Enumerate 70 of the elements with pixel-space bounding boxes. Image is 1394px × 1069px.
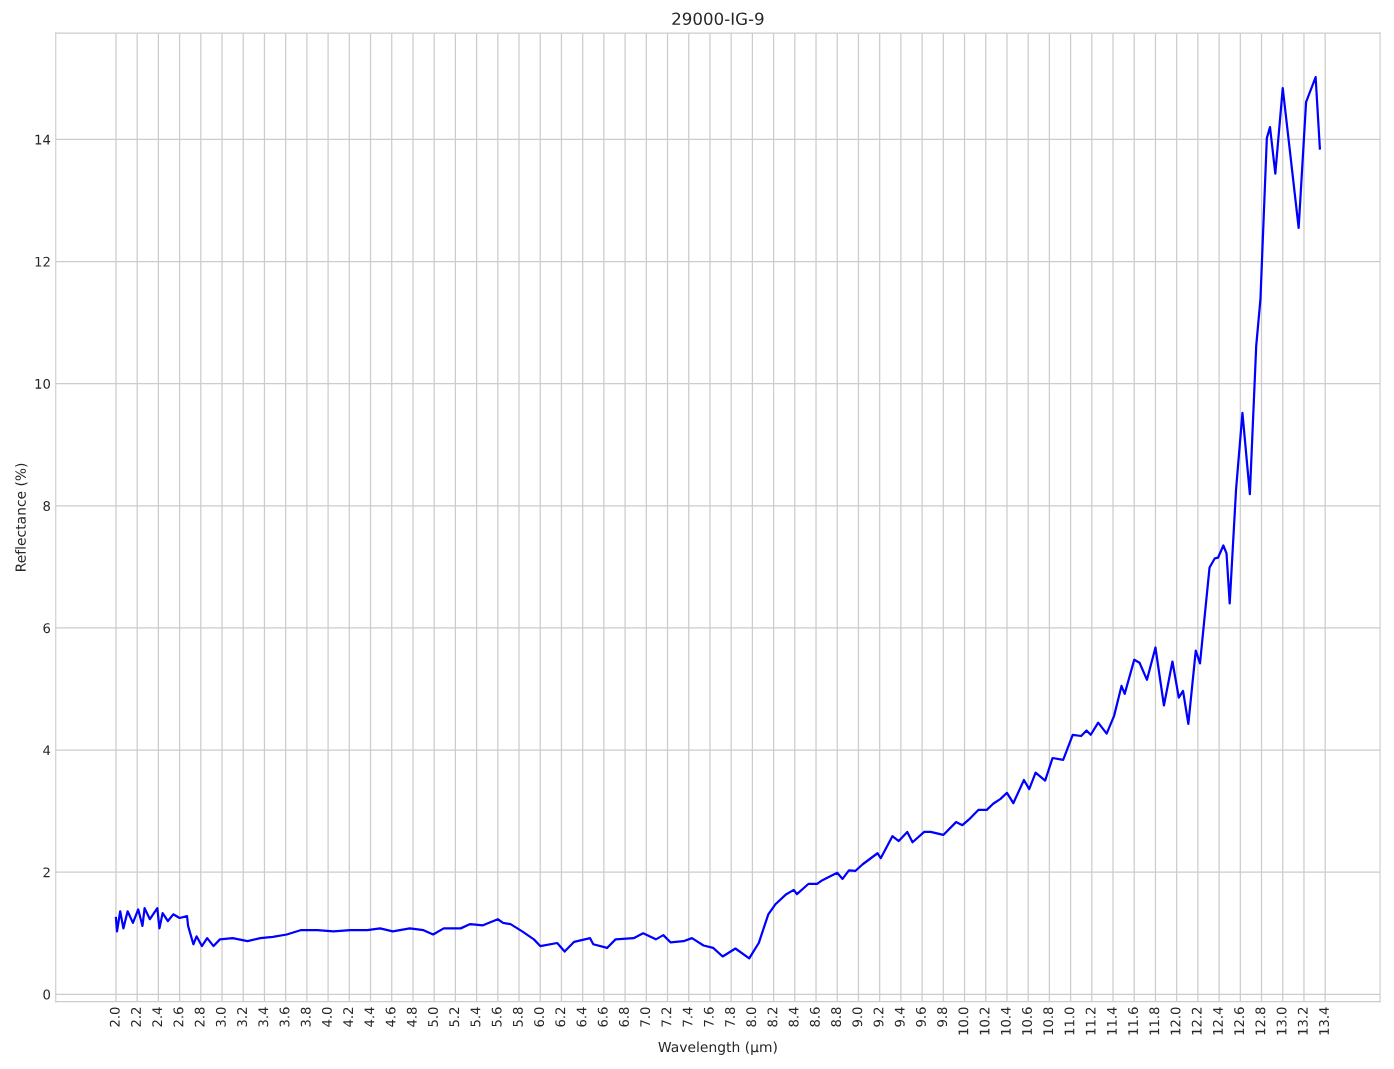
x-tick-label: 8.0 [746,1007,757,1027]
x-tick-label: 9.4 [894,1007,905,1027]
y-tick-label: 10 [35,378,51,389]
y-tick-label: 2 [43,867,50,878]
y-tick-label: 6 [43,623,51,634]
x-tick-label: 3.4 [258,1007,269,1027]
y-tick-label: 12 [35,256,50,267]
x-tick-label: 6.6 [597,1007,608,1027]
y-tick-label: 0 [43,989,51,1000]
line-series [114,76,1321,960]
x-tick-label: 4.4 [364,1007,375,1027]
x-tick-label: 12.6 [1234,1007,1245,1035]
x-tick-label: 5.8 [512,1007,523,1027]
y-axis-title: Reflectance (%) [15,463,28,571]
x-tick-label: 5.4 [470,1007,481,1027]
x-tick-label: 5.2 [449,1007,460,1027]
x-tick-label: 7.2 [661,1007,672,1027]
x-tick-label: 13.2 [1297,1007,1308,1035]
x-tick-label: 6.0 [534,1007,545,1027]
y-tick-label: 8 [43,501,50,511]
x-tick-label: 2.8 [194,1007,205,1027]
x-tick-label: 11.8 [1149,1007,1160,1035]
x-tick-label: 3.2 [237,1007,248,1027]
x-axis-title: Wavelength (µm) [658,1041,777,1055]
x-tick-label: 4.0 [321,1007,332,1027]
x-tick-label: 8.8 [831,1007,842,1027]
x-tick-label: 11.2 [1085,1007,1096,1035]
x-tick-label: 11.4 [1107,1007,1117,1035]
x-tick-label: 2.0 [109,1007,120,1027]
x-tick-label: 3.6 [279,1007,290,1027]
x-tick-label: 10.4 [1000,1007,1011,1035]
x-tick-label: 2.4 [152,1007,163,1027]
x-tick-label: 2.6 [173,1007,184,1027]
y-tick-label: 14 [35,134,51,145]
x-tick-label: 13.0 [1276,1007,1287,1035]
x-tick-label: 2.2 [131,1007,141,1027]
x-tick-label: 6.8 [618,1007,629,1027]
x-tick-label: 7.8 [725,1007,735,1027]
x-tick-label: 12.8 [1255,1007,1266,1035]
x-tick-label: 8.6 [809,1007,820,1027]
chart-title: 29000-IG-9 [672,12,764,26]
x-tick-label: 4.2 [343,1007,353,1027]
x-tick-label: 3.8 [300,1007,311,1027]
x-tick-label: 7.6 [703,1007,714,1027]
y-tick-label: 4 [43,745,51,756]
x-tick-label: 10.0 [958,1007,969,1035]
x-tick-label: 13.4 [1319,1007,1329,1035]
x-tick-label: 8.2 [767,1007,778,1027]
x-tick-label: 9.2 [873,1007,884,1027]
x-tick-label: 5.6 [491,1007,502,1027]
x-tick-label: 7.4 [682,1007,693,1027]
x-tick-label: 11.6 [1128,1007,1139,1035]
x-tick-label: 9.6 [915,1007,926,1027]
x-tick-label: 7.0 [640,1007,651,1027]
x-tick-label: 10.6 [1022,1007,1032,1035]
x-tick-label: 12.2 [1191,1007,1202,1035]
x-tick-label: 10.8 [1043,1007,1054,1035]
x-tick-label: 9.0 [852,1007,863,1027]
x-tick-label: 3.0 [215,1007,226,1027]
x-tick-label: 12.4 [1212,1007,1223,1035]
x-tick-label: 4.8 [406,1007,417,1027]
x-tick-label: 5.0 [428,1007,438,1027]
x-tick-label: 10.2 [979,1007,990,1035]
x-tick-label: 4.6 [385,1007,396,1027]
x-tick-label: 6.2 [555,1007,566,1027]
x-tick-label: 8.4 [788,1007,799,1027]
x-tick-label: 9.8 [937,1007,948,1027]
x-tick-label: 12.0 [1170,1007,1181,1035]
x-tick-label: 11.0 [1064,1007,1075,1035]
x-tick-label: 6.4 [576,1007,587,1027]
